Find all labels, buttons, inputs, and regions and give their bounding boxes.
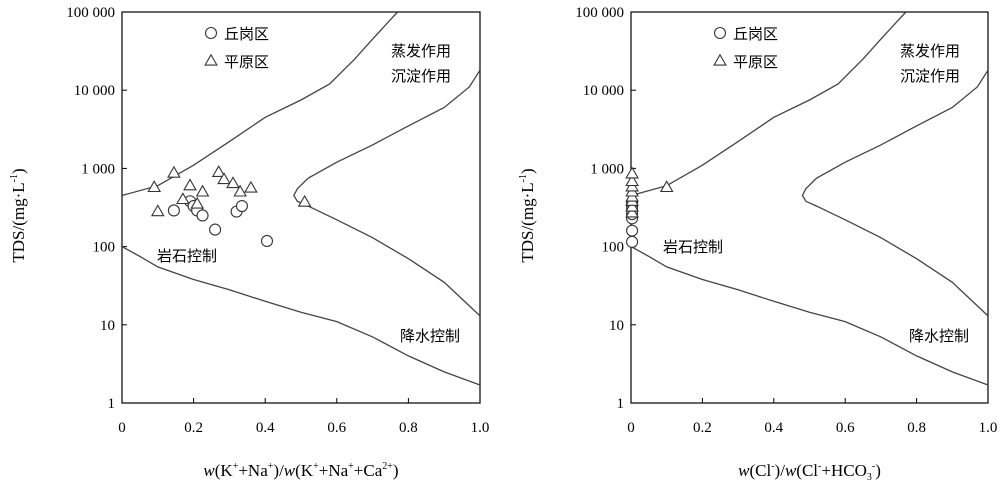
data-point-triangle xyxy=(244,180,258,193)
y-axis-title: TDS/(mg·L-1) xyxy=(9,168,28,262)
x-tick-label: 0.8 xyxy=(399,420,418,436)
y-tick-label: 100 000 xyxy=(66,5,115,21)
plot-frame xyxy=(121,11,481,404)
y-tick-label: 1 000 xyxy=(81,161,115,177)
y-tick-label: 1 xyxy=(617,396,625,412)
boundary-curve-1 xyxy=(630,11,907,197)
x-tick-label: 0.4 xyxy=(764,420,783,436)
legend-circle-marker xyxy=(713,26,727,40)
legend-label: 丘岗区 xyxy=(733,25,778,43)
data-point-circle xyxy=(235,200,248,213)
legend-circle-marker xyxy=(204,26,218,40)
data-point-triangle xyxy=(233,184,247,197)
data-point-circle xyxy=(167,204,180,217)
legend-triangle-marker xyxy=(713,53,727,66)
x-tick-label: 0.2 xyxy=(184,420,203,436)
chart-panel-1: 0 0.2 0.4 0.6 0.8 1.0 1 10 100 1 000 10 000 100 000… xyxy=(9,5,489,480)
y-tick-label: 1 xyxy=(108,396,116,412)
y-tick-label: 10 000 xyxy=(74,83,115,99)
annotation-rock-dominance: 岩石控制 xyxy=(157,247,217,265)
boundary-curve-2 xyxy=(293,69,481,317)
x-tick-label: 0 xyxy=(627,420,635,436)
data-point-triangle xyxy=(625,205,639,218)
x-tick-label: 1.0 xyxy=(471,420,490,436)
data-point-triangle xyxy=(150,204,165,217)
boundary-curve-3 xyxy=(630,246,989,386)
data-point-triangle xyxy=(147,180,162,193)
annotation-evaporation: 蒸发作用 xyxy=(391,42,451,60)
data-point-triangle xyxy=(226,176,240,189)
data-point-triangle xyxy=(297,194,312,207)
data-point-triangle xyxy=(195,184,210,197)
data-point-circle xyxy=(626,235,639,248)
annotation-evaporation: 蒸发作用 xyxy=(900,42,960,60)
data-point-circle xyxy=(260,234,274,248)
data-point-triangle xyxy=(659,180,674,193)
y-tick-label: 100 000 xyxy=(575,5,624,21)
x-tick-label: 0.6 xyxy=(327,420,346,436)
x-tick-label: 0 xyxy=(118,420,126,436)
legend-label: 平原区 xyxy=(224,53,269,71)
data-point-triangle xyxy=(625,166,639,179)
data-point-triangle xyxy=(176,192,190,205)
legend-label: 平原区 xyxy=(733,53,778,71)
data-point-circle xyxy=(196,209,209,222)
data-point-triangle xyxy=(183,178,197,191)
boundary-curve-1 xyxy=(121,11,399,197)
x-tick-label: 0.2 xyxy=(693,420,712,436)
data-point-circle xyxy=(209,223,222,236)
y-axis-title: TDS/(mg·L-1) xyxy=(518,168,537,262)
x-tick-label: 0.6 xyxy=(836,420,855,436)
y-tick-label: 100 xyxy=(93,240,116,256)
annotation-precipitation-process: 沉淀作用 xyxy=(900,67,960,85)
data-point-triangle xyxy=(625,174,639,187)
data-point-triangle xyxy=(190,196,205,209)
legend-label: 丘岗区 xyxy=(224,25,269,43)
chart-panel-2: 0 0.2 0.4 0.6 0.8 1.0 1 10 100 1 000 10 000 100 000… xyxy=(518,5,997,483)
data-point-triangle xyxy=(167,165,181,178)
annotation-rock-dominance: 岩石控制 xyxy=(663,238,723,256)
x-axis-title: w(Cl-)/w(Cl-+HCO3-) xyxy=(738,461,881,483)
data-point-triangle xyxy=(211,165,226,177)
x-axis-title: w(K++Na+)/w(K++Na++Ca2+) xyxy=(203,461,398,480)
y-tick-label: 10 xyxy=(100,318,115,334)
annotation-precipitation-dominance: 降水控制 xyxy=(909,327,969,345)
data-point-circle xyxy=(626,224,639,237)
y-tick-label: 100 xyxy=(602,240,625,256)
x-tick-label: 1.0 xyxy=(979,420,998,436)
annotation-precipitation-process: 沉淀作用 xyxy=(391,67,451,85)
y-tick-label: 1 000 xyxy=(590,161,624,177)
annotation-precipitation-dominance: 降水控制 xyxy=(400,327,460,345)
legend-triangle-marker xyxy=(204,53,218,66)
y-tick-label: 10 xyxy=(609,318,624,334)
data-point-triangle xyxy=(625,199,639,212)
x-tick-label: 0.4 xyxy=(256,420,275,436)
y-tick-label: 10 000 xyxy=(583,83,624,99)
boundary-curve-3 xyxy=(121,246,481,386)
data-point-triangle xyxy=(217,172,231,185)
x-tick-label: 0.8 xyxy=(907,420,926,436)
boundary-curve-2 xyxy=(801,69,989,317)
